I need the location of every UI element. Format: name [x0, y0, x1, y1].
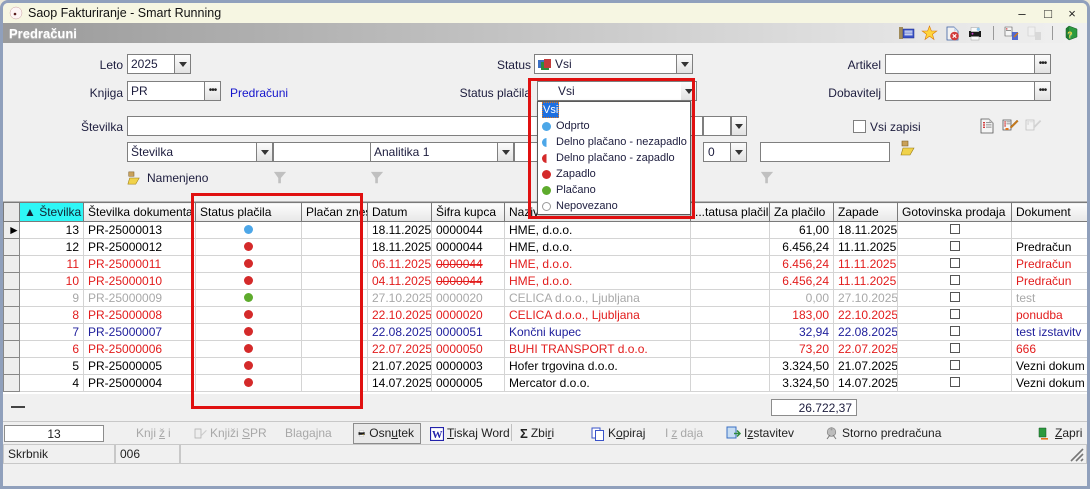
svg-text:W: W	[432, 430, 443, 441]
svg-text:?: ?	[1067, 29, 1072, 39]
